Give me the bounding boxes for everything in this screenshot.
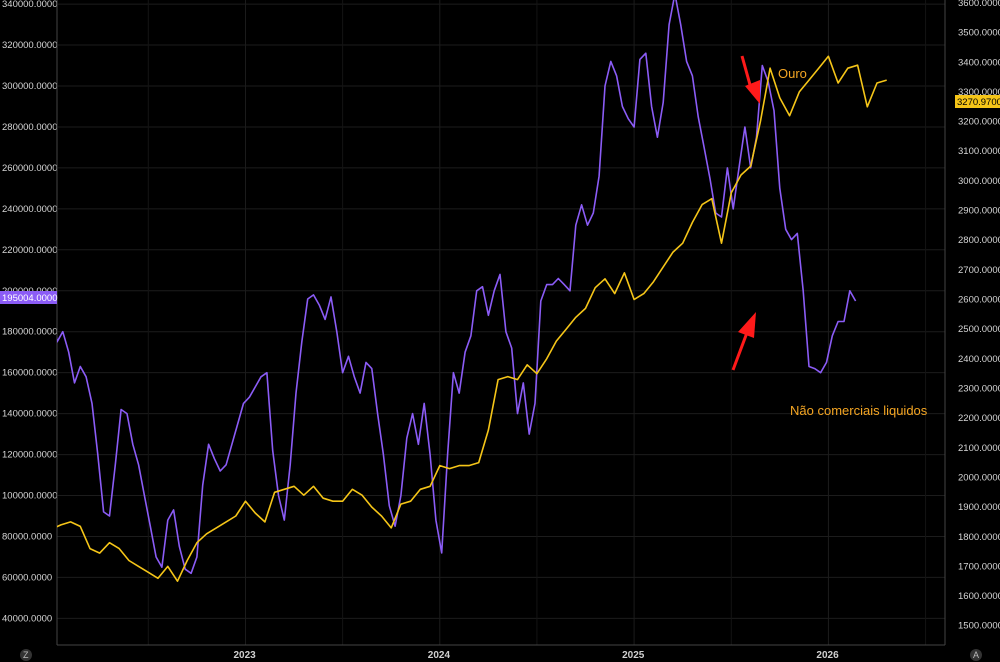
left-tick-label: 40000.0000 (2, 613, 52, 624)
left-tick-label: 340000.0000 (2, 0, 57, 10)
left-tick-label: 180000.0000 (2, 327, 57, 338)
right-tick-label: 2100.0000 (958, 443, 1000, 454)
left-tick-label: 160000.0000 (2, 368, 57, 379)
left-tick-label: 80000.0000 (2, 531, 52, 542)
right-last-value-badge: 3270.9700 (955, 95, 1000, 108)
x-tick-label: 2023 (233, 650, 256, 661)
left-tick-label: 320000.0000 (2, 40, 57, 51)
svg-text:A: A (973, 650, 979, 660)
right-tick-label: 3000.0000 (958, 176, 1000, 187)
right-tick-label: 2700.0000 (958, 265, 1000, 276)
right-tick-label: 2500.0000 (958, 324, 1000, 335)
x-axis: 2023 2024 2025 2026 (57, 644, 945, 661)
left-tick-label: 280000.0000 (2, 122, 57, 133)
series-layer (57, 0, 887, 582)
zoom-left-button[interactable]: Z (20, 649, 32, 661)
right-tick-label: 1800.0000 (958, 532, 1000, 543)
left-tick-label: 60000.0000 (2, 572, 52, 583)
left-tick-label: 100000.0000 (2, 491, 57, 502)
left-tick-label: 140000.0000 (2, 409, 57, 420)
right-tick-label: 3500.0000 (958, 28, 1000, 39)
right-tick-label: 3100.0000 (958, 146, 1000, 157)
arrow-down-icon (740, 55, 760, 104)
left-tick-label: 260000.0000 (2, 163, 57, 174)
x-tick-label: 2024 (428, 650, 451, 661)
right-tick-label: 1500.0000 (958, 621, 1000, 632)
right-tick-label: 3400.0000 (958, 57, 1000, 68)
right-y-axis: 1500.0000 1600.0000 1700.0000 1800.0000 1900… (944, 0, 1000, 645)
svg-text:Z: Z (23, 650, 29, 660)
left-tick-label: 300000.0000 (2, 81, 57, 92)
right-tick-label: 1600.0000 (958, 591, 1000, 602)
x-tick-label: 2026 (816, 650, 839, 661)
right-tick-label: 2000.0000 (958, 472, 1000, 483)
left-tick-label: 120000.0000 (2, 450, 57, 461)
series-line-1 (57, 55, 887, 582)
right-tick-label: 2900.0000 (958, 206, 1000, 217)
right-tick-label: 3600.0000 (958, 0, 1000, 9)
right-tick-label: 2800.0000 (958, 235, 1000, 246)
left-tick-label: 220000.0000 (2, 245, 57, 256)
svg-text:3270.9700: 3270.9700 (957, 97, 1000, 108)
svg-text:195004.0000: 195004.0000 (2, 293, 57, 304)
left-last-value-badge: 195004.0000 (0, 291, 57, 304)
right-tick-label: 2600.0000 (958, 295, 1000, 306)
series-line-0 (57, 0, 857, 575)
right-tick-label: 3200.0000 (958, 117, 1000, 128)
arrow-up-icon (731, 312, 756, 371)
annotation-ouro: Ouro (778, 66, 807, 81)
annotation-nao-comerciais: Não comerciais liquidos (790, 403, 928, 418)
right-tick-label: 2300.0000 (958, 383, 1000, 394)
left-y-axis: 40000.0000 60000.0000 80000.0000 100000.000… (2, 0, 58, 645)
grid-lines (57, 0, 945, 645)
x-tick-label: 2025 (622, 650, 645, 661)
right-tick-label: 1900.0000 (958, 502, 1000, 513)
right-tick-label: 3300.0000 (958, 87, 1000, 98)
auto-scale-button[interactable]: A (970, 649, 982, 661)
right-tick-label: 2200.0000 (958, 413, 1000, 424)
right-tick-label: 2400.0000 (958, 354, 1000, 365)
right-tick-label: 1700.0000 (958, 561, 1000, 572)
left-tick-label: 240000.0000 (2, 204, 57, 215)
